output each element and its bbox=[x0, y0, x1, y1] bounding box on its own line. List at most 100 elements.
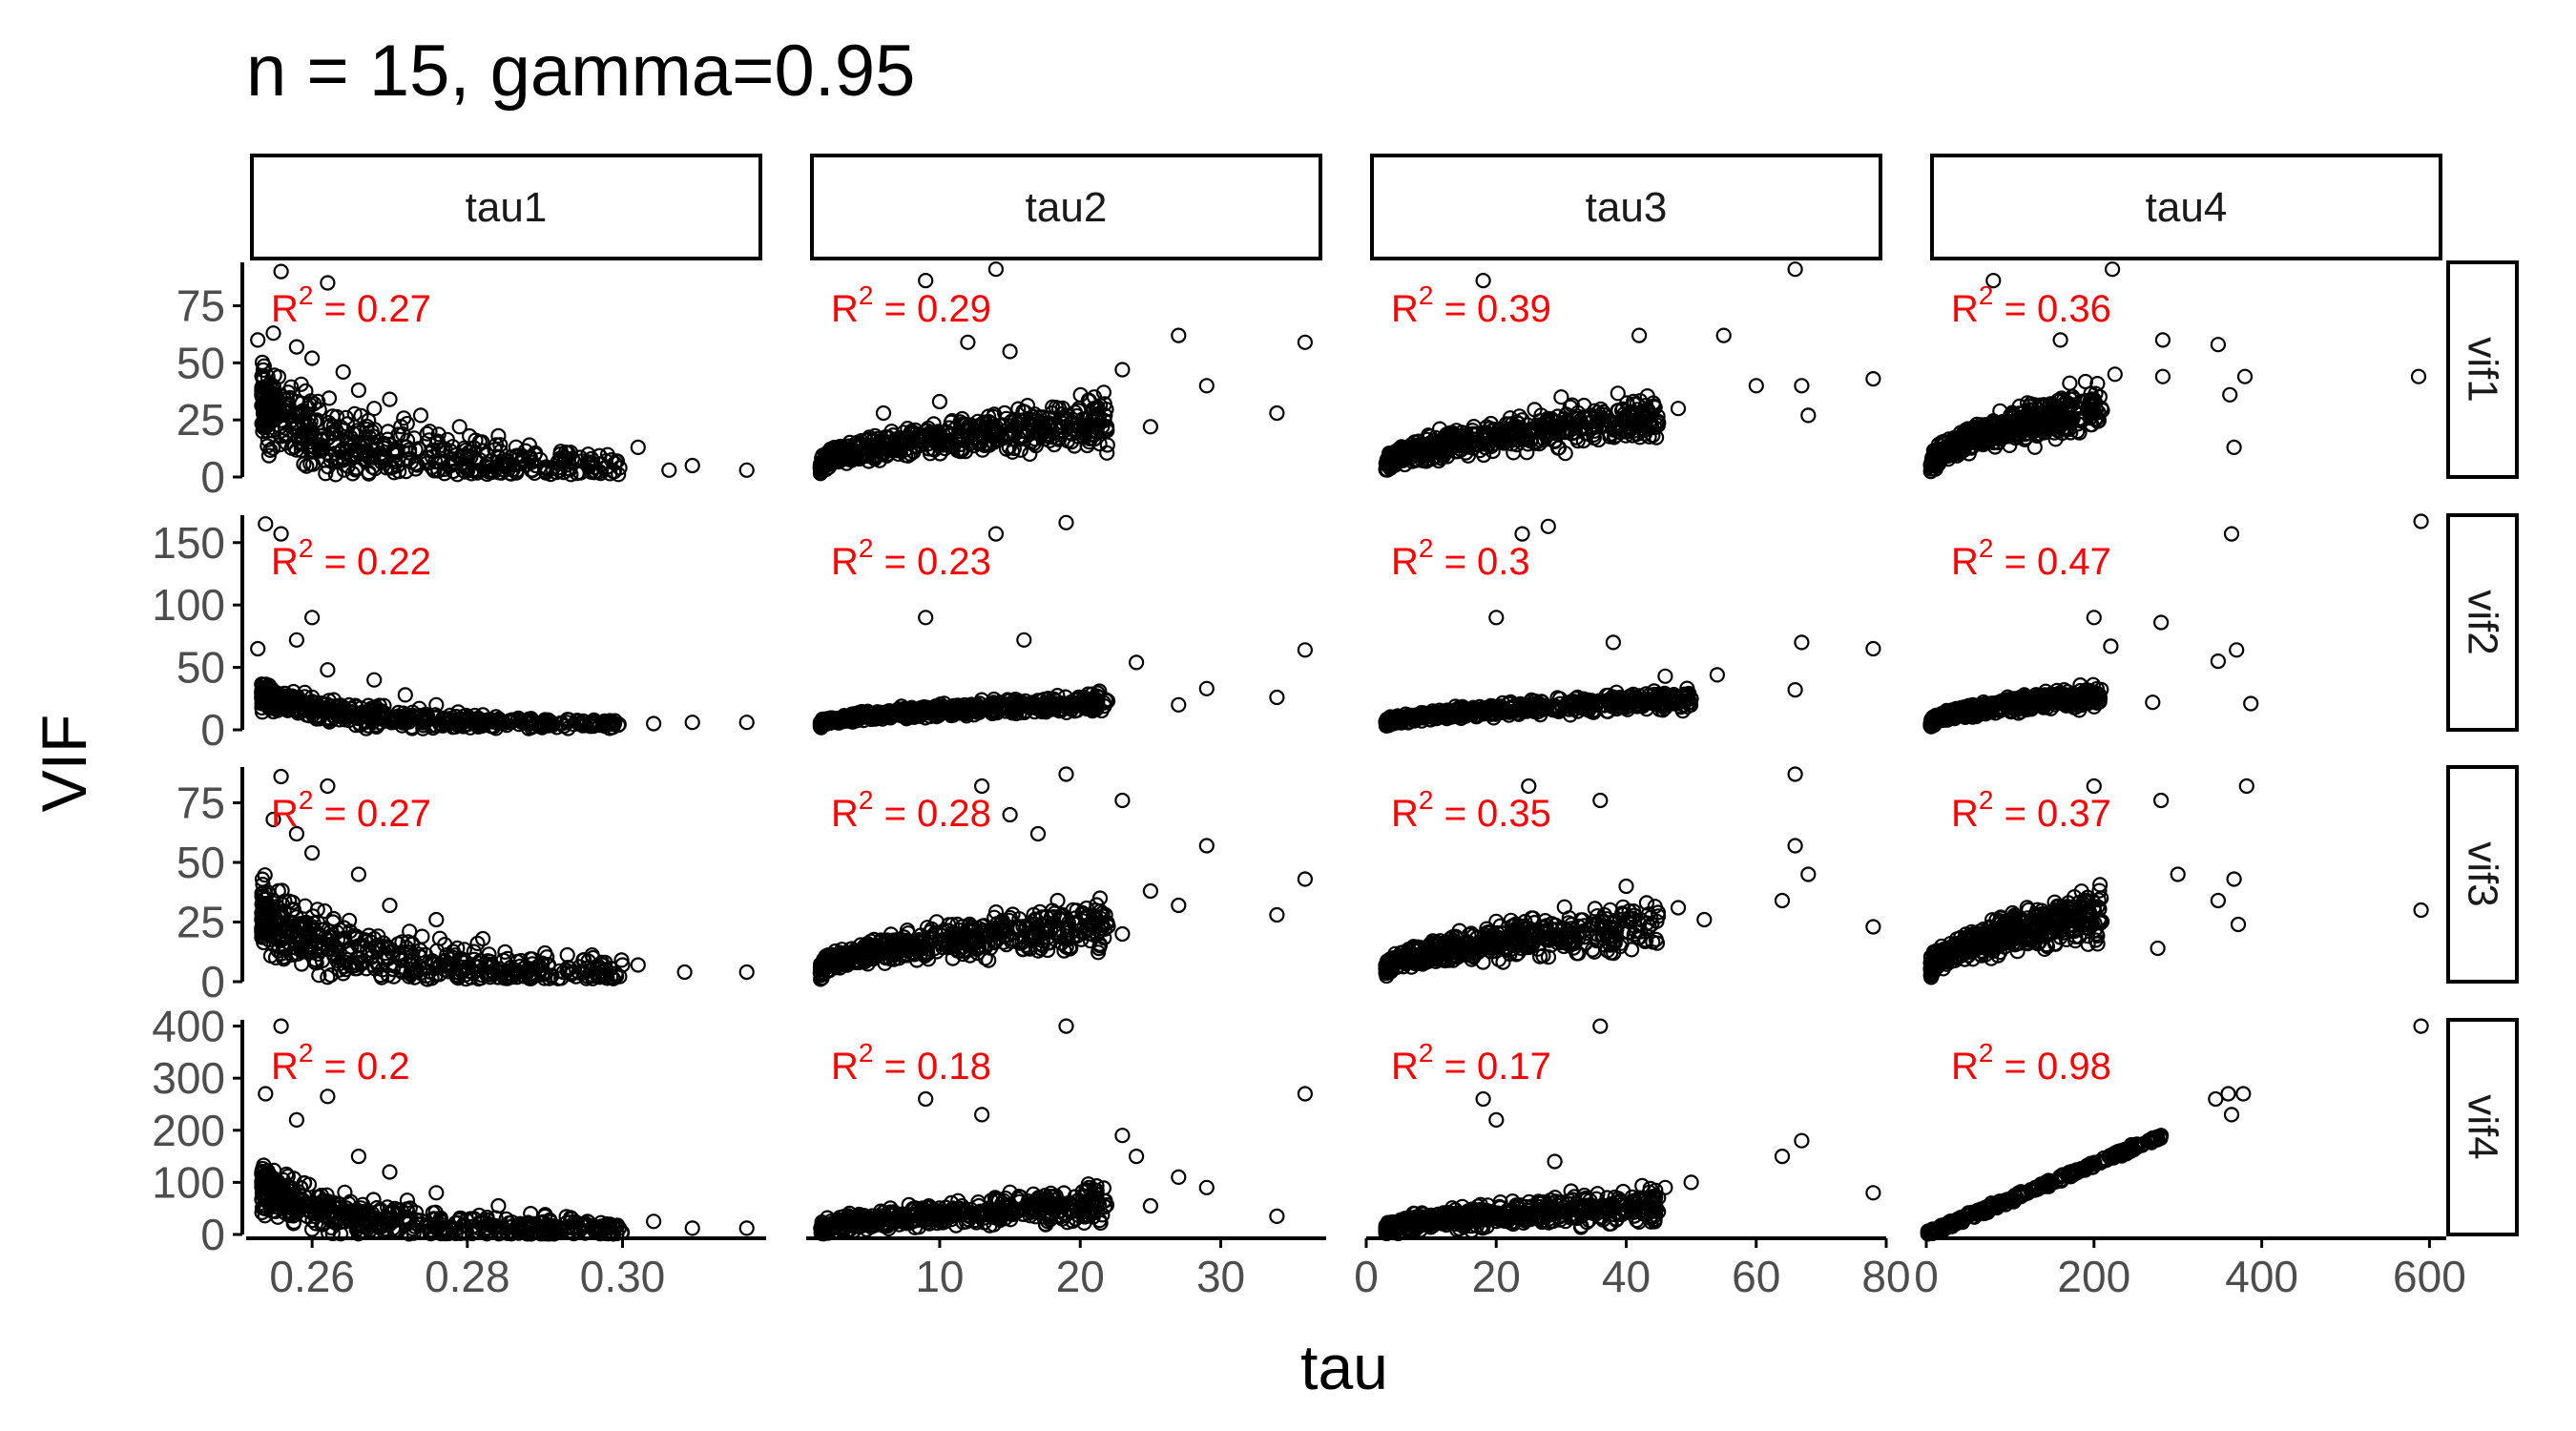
r-squared-symbol: R bbox=[831, 541, 859, 583]
data-point bbox=[324, 408, 341, 425]
data-point bbox=[273, 526, 289, 542]
data-point bbox=[327, 437, 343, 453]
data-point bbox=[419, 425, 435, 442]
data-point bbox=[353, 407, 369, 424]
data-point bbox=[1086, 389, 1103, 405]
data-point bbox=[1198, 378, 1215, 394]
data-point bbox=[265, 325, 281, 342]
column-strip-label: tau4 bbox=[2146, 184, 2228, 231]
r-squared-label: R2 = 0.29 bbox=[831, 280, 991, 330]
data-point bbox=[2103, 638, 2119, 654]
data-point bbox=[445, 464, 461, 480]
data-point bbox=[559, 946, 575, 964]
data-point bbox=[1787, 681, 1803, 698]
data-point bbox=[847, 448, 863, 465]
data-point bbox=[953, 426, 970, 443]
r-squared-exponent: 2 bbox=[1419, 280, 1434, 310]
data-point bbox=[2236, 368, 2254, 384]
panel-vif1-tau3: R2 = 0.39 bbox=[1378, 261, 1881, 478]
data-point bbox=[1794, 378, 1810, 394]
data-point bbox=[1027, 431, 1044, 447]
data-point bbox=[1082, 426, 1098, 443]
data-point bbox=[350, 866, 366, 882]
data-point bbox=[296, 456, 312, 472]
row-strip-box bbox=[2446, 765, 2519, 984]
data-point bbox=[346, 405, 363, 422]
data-point bbox=[366, 672, 383, 688]
r-squared-symbol: R bbox=[1951, 541, 1979, 583]
panel-vif2-tau1: R2 = 0.22 bbox=[250, 516, 755, 736]
data-point bbox=[2154, 368, 2171, 384]
data-point bbox=[436, 461, 452, 477]
data-point bbox=[924, 426, 940, 443]
data-point bbox=[1269, 404, 1285, 422]
data-point bbox=[490, 427, 507, 444]
data-point bbox=[388, 446, 405, 463]
r-squared-symbol: R bbox=[1391, 541, 1419, 583]
r-squared-symbol: R bbox=[271, 793, 299, 835]
data-point bbox=[968, 429, 985, 446]
data-point bbox=[298, 383, 314, 399]
data-point bbox=[960, 334, 976, 350]
data-point bbox=[301, 400, 317, 416]
data-point bbox=[260, 447, 277, 464]
data-point bbox=[943, 438, 960, 454]
data-point bbox=[607, 455, 623, 471]
data-point bbox=[832, 440, 848, 456]
data-point bbox=[2410, 368, 2427, 384]
data-point bbox=[2107, 366, 2123, 383]
data-point bbox=[676, 964, 693, 981]
r-squared-symbol: R bbox=[271, 541, 299, 583]
data-point bbox=[875, 404, 892, 422]
data-point bbox=[1099, 445, 1115, 461]
data-point bbox=[2222, 386, 2238, 403]
data-point bbox=[266, 367, 282, 384]
data-point bbox=[943, 426, 959, 444]
data-point bbox=[1553, 389, 1569, 405]
data-point bbox=[304, 437, 321, 454]
data-point bbox=[684, 457, 700, 474]
data-point bbox=[2145, 695, 2161, 711]
data-point bbox=[390, 426, 406, 443]
data-point bbox=[2223, 526, 2240, 542]
data-point bbox=[1128, 654, 1145, 671]
data-point bbox=[397, 687, 413, 703]
data-point bbox=[347, 462, 364, 478]
data-point bbox=[738, 462, 755, 478]
data-point bbox=[320, 778, 336, 795]
data-point bbox=[1514, 526, 1530, 542]
panel-vif3-tau1: R2 = 0.27 bbox=[254, 768, 755, 987]
r-squared-value: = 0.3 bbox=[1433, 541, 1529, 583]
data-point bbox=[428, 911, 445, 928]
panel-vif3-tau2: R2 = 0.28 bbox=[812, 766, 1314, 987]
data-point bbox=[378, 460, 394, 476]
data-point bbox=[1269, 689, 1285, 706]
data-point bbox=[250, 332, 266, 348]
row-strip-label: vif3 bbox=[2460, 841, 2506, 906]
data-point bbox=[2243, 695, 2259, 712]
panel-vif2-tau3: R2 = 0.3 bbox=[1378, 518, 1881, 734]
data-point bbox=[984, 416, 1001, 432]
data-point bbox=[471, 434, 488, 450]
column-strip-box bbox=[1370, 154, 1882, 260]
data-point bbox=[918, 273, 934, 289]
data-point bbox=[335, 363, 351, 380]
data-point bbox=[288, 632, 304, 648]
data-point bbox=[869, 443, 886, 460]
data-point bbox=[1171, 327, 1187, 343]
column-strip-box bbox=[810, 154, 1322, 260]
data-point bbox=[820, 447, 836, 464]
r-squared-value: = 0.27 bbox=[313, 793, 430, 835]
column-strip-label: tau1 bbox=[466, 184, 548, 231]
data-point bbox=[738, 715, 755, 731]
chart-title: n = 15, gamma=0.95 bbox=[246, 31, 915, 112]
data-point bbox=[1005, 425, 1021, 442]
row-strip-label: vif1 bbox=[2460, 337, 2506, 402]
data-point bbox=[1605, 634, 1622, 651]
data-point bbox=[463, 444, 479, 460]
r-squared-value: = 0.27 bbox=[313, 288, 430, 330]
data-point bbox=[684, 715, 700, 731]
data-point bbox=[335, 452, 351, 468]
data-point bbox=[2086, 610, 2102, 626]
data-point bbox=[900, 447, 916, 464]
